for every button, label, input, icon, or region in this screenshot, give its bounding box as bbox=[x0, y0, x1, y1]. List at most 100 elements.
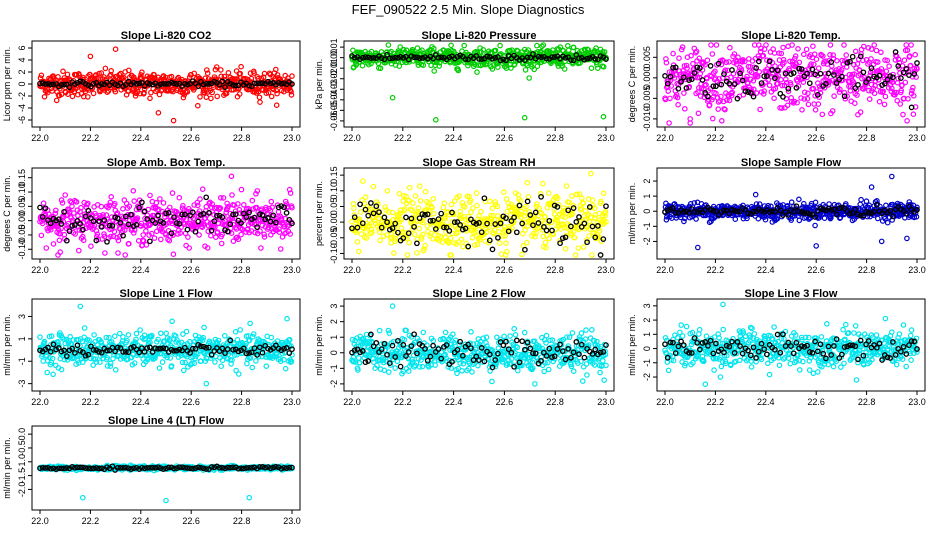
data-point bbox=[398, 225, 405, 231]
data-point bbox=[261, 70, 268, 77]
x-tick-label: 22.4 bbox=[757, 133, 775, 143]
data-point-black bbox=[168, 79, 175, 86]
x-tick-label: 23.0 bbox=[283, 265, 301, 275]
y-tick-label: 0.15 bbox=[329, 166, 339, 184]
data-point bbox=[44, 369, 51, 376]
data-point bbox=[406, 184, 413, 191]
data-point bbox=[763, 42, 769, 48]
data-point bbox=[815, 65, 822, 72]
y-tick-label: -0.02 bbox=[329, 68, 339, 89]
data-point bbox=[151, 235, 158, 241]
data-point bbox=[448, 42, 454, 49]
data-point bbox=[525, 47, 532, 53]
data-point bbox=[876, 98, 883, 105]
data-point bbox=[534, 42, 540, 49]
data-point bbox=[258, 245, 264, 251]
x-tick-label: 22.2 bbox=[82, 397, 100, 407]
data-point bbox=[404, 252, 411, 258]
y-axis-label: ml/min per min. bbox=[2, 314, 12, 376]
data-point bbox=[40, 200, 47, 207]
chart-title: Slope Amb. Box Temp. bbox=[107, 157, 226, 169]
x-tick-label: 22.4 bbox=[132, 397, 150, 407]
y-tick-label: -6 bbox=[17, 116, 27, 124]
data-point bbox=[412, 193, 419, 199]
data-point bbox=[873, 47, 880, 54]
data-point bbox=[795, 45, 801, 52]
data-point bbox=[236, 85, 242, 92]
x-tick-label: 23.0 bbox=[597, 265, 615, 275]
x-tick-label: 22.6 bbox=[807, 265, 825, 275]
data-point bbox=[169, 190, 176, 196]
data-point-black bbox=[37, 80, 43, 87]
data-point bbox=[163, 330, 170, 337]
data-point-black bbox=[173, 81, 180, 87]
data-point-black bbox=[147, 238, 153, 245]
data-point bbox=[221, 73, 228, 80]
x-tick-label: 22.8 bbox=[233, 265, 251, 275]
data-point-black bbox=[47, 81, 54, 88]
data-point bbox=[681, 90, 687, 96]
data-point bbox=[268, 198, 275, 205]
data-point bbox=[376, 327, 383, 334]
data-point bbox=[141, 89, 147, 96]
data-point-black bbox=[58, 82, 65, 88]
data-point bbox=[524, 179, 531, 186]
data-point bbox=[268, 334, 275, 341]
data-point bbox=[108, 194, 115, 200]
chart-title: Slope Line 2 Flow bbox=[433, 288, 526, 300]
x-tick-label: 22.6 bbox=[807, 133, 825, 143]
data-point bbox=[268, 93, 275, 100]
data-point bbox=[455, 67, 462, 74]
data-point-black bbox=[662, 73, 668, 79]
x-tick-label: 22.4 bbox=[757, 265, 775, 275]
data-point-black bbox=[184, 81, 191, 88]
data-point bbox=[430, 196, 437, 202]
data-point-black bbox=[149, 81, 156, 88]
data-point bbox=[270, 86, 277, 93]
data-point bbox=[495, 229, 502, 235]
outlier-point bbox=[694, 244, 701, 251]
data-point bbox=[81, 325, 88, 331]
data-point bbox=[569, 193, 575, 199]
data-point bbox=[852, 48, 859, 55]
x-tick-label: 22.6 bbox=[496, 265, 514, 275]
data-point bbox=[771, 95, 777, 102]
data-point bbox=[857, 109, 864, 115]
data-point bbox=[126, 67, 132, 74]
data-point bbox=[112, 88, 119, 95]
y-tick-label: 1 bbox=[17, 336, 27, 341]
data-point bbox=[236, 91, 243, 97]
outlier-point bbox=[888, 173, 895, 180]
data-point-black bbox=[281, 80, 287, 87]
x-tick-label: 22.8 bbox=[858, 133, 876, 143]
data-point bbox=[526, 75, 533, 81]
data-point bbox=[415, 62, 422, 68]
data-point bbox=[525, 193, 532, 200]
outlier-point bbox=[752, 191, 759, 198]
y-tick-label: 3 bbox=[17, 314, 27, 319]
data-point bbox=[43, 245, 50, 251]
data-point-black bbox=[160, 80, 167, 87]
data-point bbox=[273, 87, 280, 94]
outlier-point bbox=[170, 117, 177, 124]
data-point-black bbox=[368, 200, 374, 206]
data-point bbox=[531, 66, 538, 73]
outlier-point bbox=[87, 53, 94, 60]
data-point bbox=[579, 195, 585, 202]
data-point bbox=[130, 188, 137, 194]
data-point-black bbox=[267, 80, 274, 87]
data-point bbox=[168, 73, 175, 80]
x-tick-label: 22.2 bbox=[707, 265, 725, 275]
data-point bbox=[185, 234, 191, 240]
data-point bbox=[138, 72, 144, 78]
y-tick-label: 0.15 bbox=[17, 169, 27, 187]
data-point bbox=[112, 333, 118, 340]
x-tick-label: 22.8 bbox=[233, 133, 251, 143]
data-point bbox=[562, 246, 569, 252]
data-point bbox=[222, 332, 228, 339]
data-point-black bbox=[171, 80, 177, 87]
data-point bbox=[257, 99, 263, 105]
data-point bbox=[56, 237, 63, 244]
data-point bbox=[693, 216, 699, 222]
